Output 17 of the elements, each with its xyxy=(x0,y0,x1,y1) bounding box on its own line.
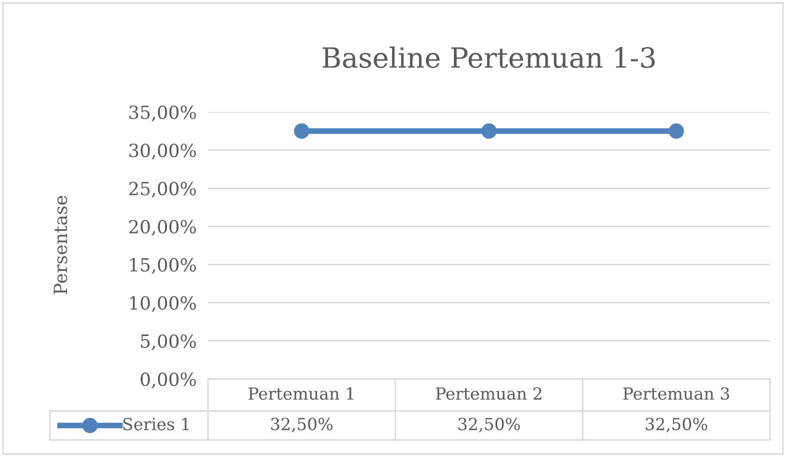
data-label: 32,50% xyxy=(271,418,333,432)
y-tick-label: 10,00% xyxy=(130,296,196,312)
data-label: 32,50% xyxy=(646,418,708,432)
y-tick-label: 35,00% xyxy=(129,105,196,122)
y-tick-label: 5,00% xyxy=(141,334,196,350)
y-axis-title: Persentase xyxy=(54,196,68,294)
chart-title: Baseline Pertemuan 1-3 xyxy=(322,46,655,68)
data-label: 32,50% xyxy=(458,418,520,432)
y-tick-label: 25,00% xyxy=(129,182,196,198)
y-tick-label: 0,00% xyxy=(140,372,196,388)
y-tick-label: 15,00% xyxy=(130,258,196,274)
legend-label: Series 1 xyxy=(123,418,189,430)
x-tick-label: Pertemuan 3 xyxy=(623,387,730,400)
x-tick-label: Pertemuan 1 xyxy=(248,387,354,400)
x-tick-label: Pertemuan 2 xyxy=(436,387,542,400)
y-tick-label: 30,00% xyxy=(129,144,196,160)
y-tick-label: 20,00% xyxy=(129,220,196,236)
